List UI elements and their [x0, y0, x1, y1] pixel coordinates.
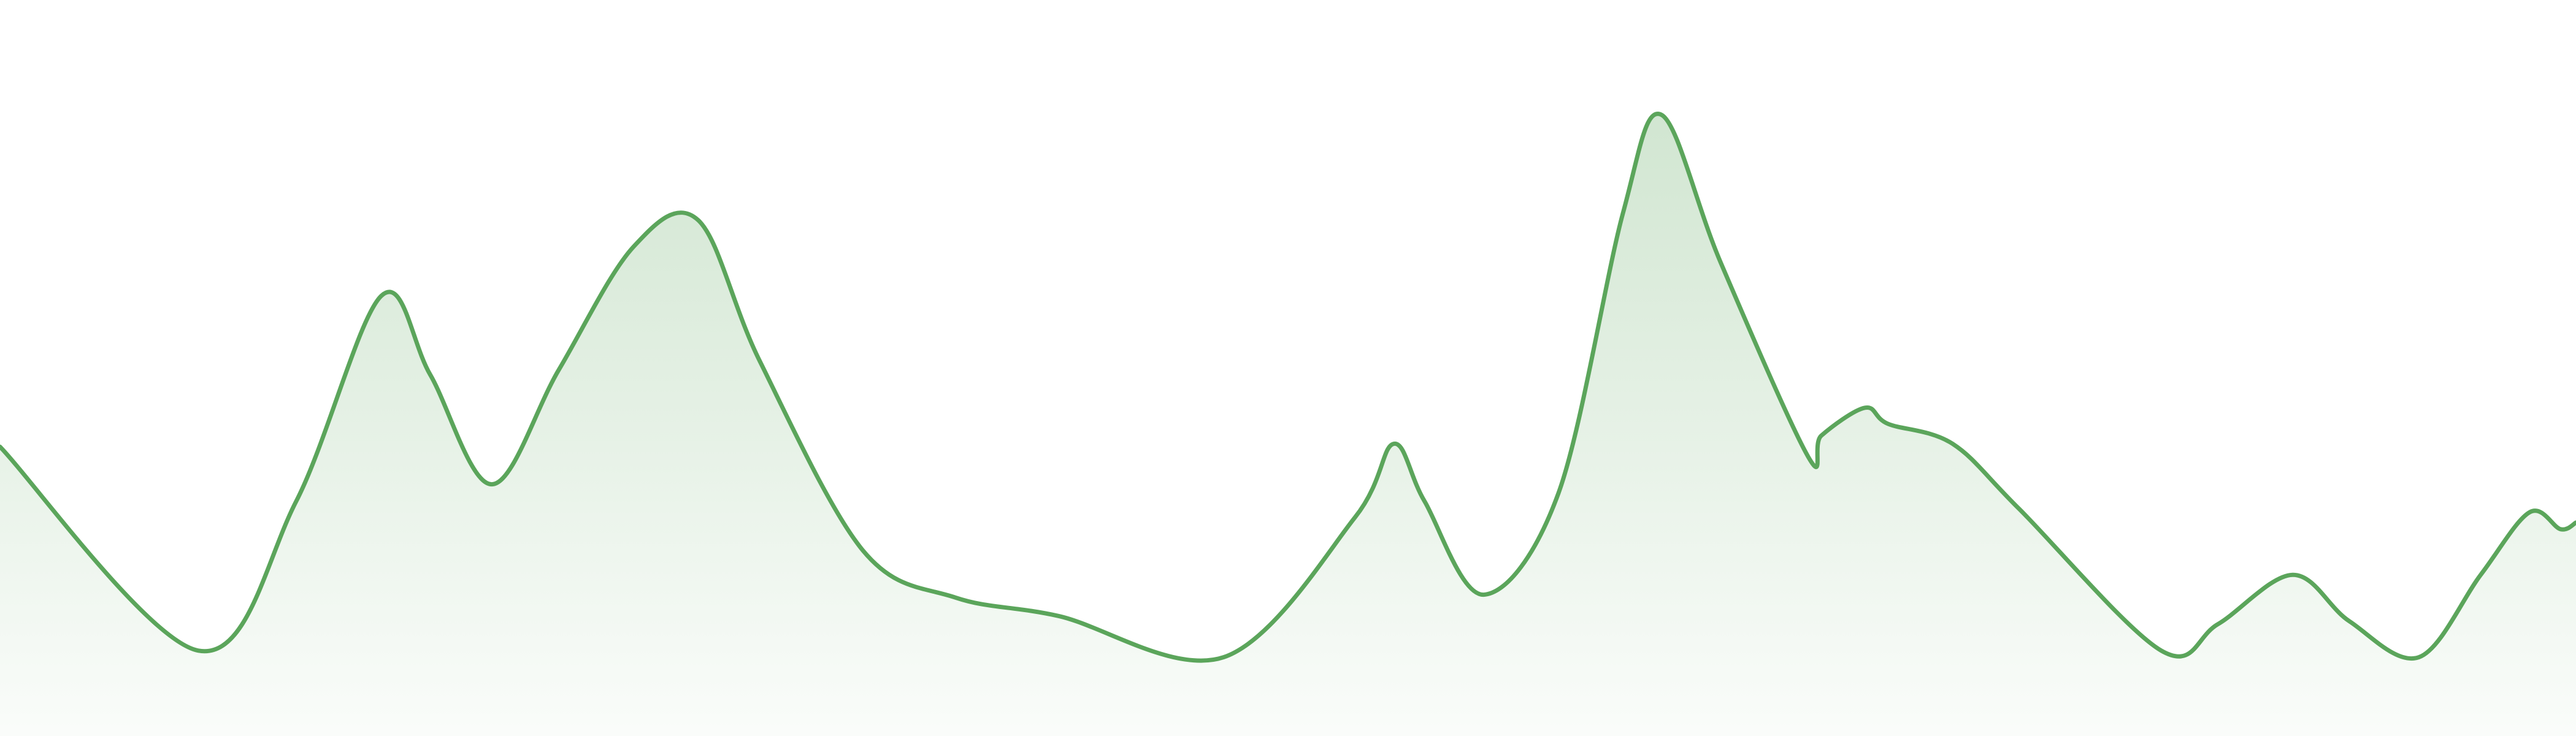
area-line: [0, 112, 2576, 663]
area-fill: [0, 113, 2576, 736]
